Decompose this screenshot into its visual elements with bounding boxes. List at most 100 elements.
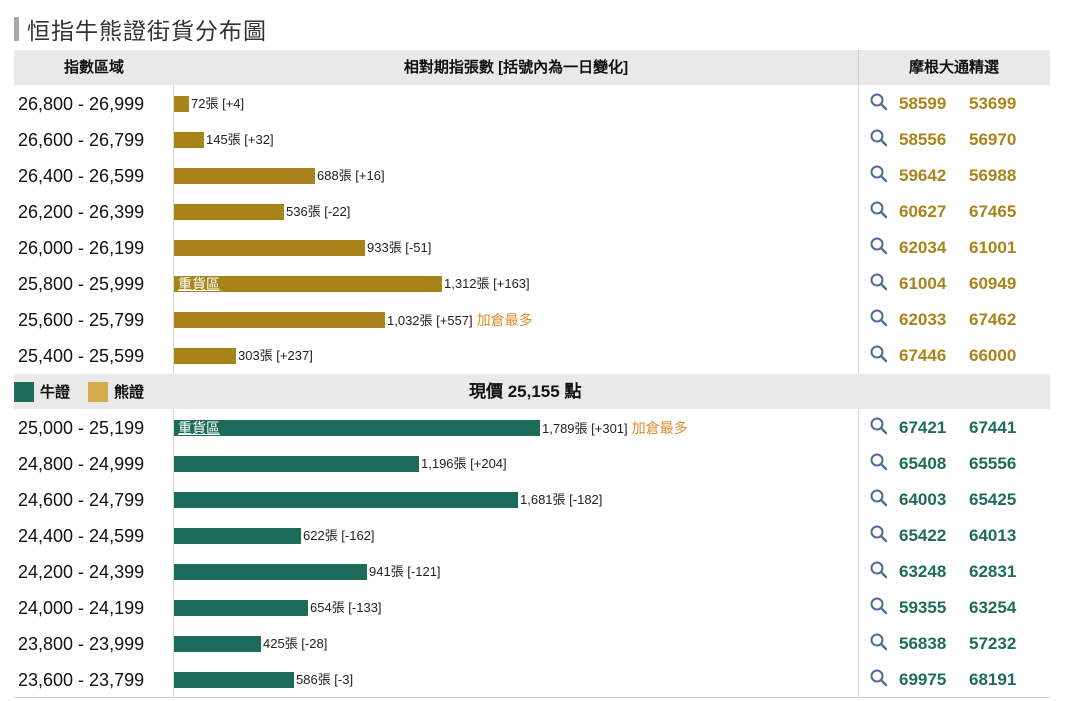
warrant-code-link[interactable]: 62034 [899, 238, 947, 257]
bar-value-text: 654張 [-133] [310, 600, 382, 615]
bull-bar [174, 492, 518, 508]
title-accent-mark [14, 17, 19, 41]
search-icon[interactable] [869, 560, 889, 580]
warrant-code-link[interactable]: 59355 [899, 598, 947, 617]
search-icon[interactable] [869, 596, 889, 616]
bar-value-text: 586張 [-3] [296, 672, 354, 687]
index-range: 25,000 - 25,199 [18, 418, 145, 438]
bar-value-text: 145張 [+32] [206, 132, 274, 147]
warrant-code-link[interactable]: 64003 [899, 490, 947, 509]
chart-title: 恒指牛熊證街貨分布圖 [27, 18, 267, 44]
warrant-code-link[interactable]: 67421 [899, 418, 947, 437]
bar-value-text: 1,196張 [+204] [421, 456, 507, 471]
bar-value-label: 1,789張 [+301] 加倉最多 [542, 410, 688, 447]
warrant-code-link[interactable]: 67465 [969, 202, 1017, 221]
bar-value-text: 536張 [-22] [286, 204, 351, 219]
legend-bear-label: 熊證 [114, 384, 145, 401]
bar-value-text: 1,681張 [-182] [520, 492, 603, 507]
warrant-code-link[interactable]: 56988 [969, 166, 1017, 185]
search-icon[interactable] [869, 344, 889, 364]
warrant-code-link[interactable]: 67462 [969, 310, 1017, 329]
legend-bull-swatch [14, 381, 34, 402]
search-icon[interactable] [869, 452, 889, 472]
search-icon[interactable] [869, 632, 889, 652]
bar-value-text: 933張 [-51] [367, 240, 432, 255]
index-range: 24,400 - 24,599 [18, 526, 145, 546]
search-icon[interactable] [869, 488, 889, 508]
table-row: 26,600 - 26,799 145張 [+32] 58556 56970 [14, 122, 1050, 158]
bar-value-text: 1,032張 [+557] [387, 313, 473, 328]
index-range: 26,000 - 26,199 [18, 238, 145, 258]
warrant-code-link[interactable]: 62831 [969, 562, 1017, 581]
heavy-zone-label: 重貨區 [178, 276, 220, 292]
bull-bar [174, 600, 308, 616]
picks-divider-top [858, 85, 859, 374]
bull-bar [174, 528, 301, 544]
most-added-label: 加倉最多 [476, 312, 533, 328]
search-icon[interactable] [869, 128, 889, 148]
warrant-code-link[interactable]: 56838 [899, 634, 947, 653]
table-row: 24,600 - 24,799 1,681張 [-182] 64003 65425 [14, 482, 1050, 518]
warrant-code-link[interactable]: 60627 [899, 202, 947, 221]
search-icon[interactable] [869, 164, 889, 184]
bull-bar [174, 564, 367, 580]
search-icon[interactable] [869, 416, 889, 436]
table-header: 指數區域 相對期指張數 [括號內為一日變化] 摩根大通精選 [14, 50, 1050, 85]
header-divider [858, 50, 859, 85]
legend-bear-swatch [88, 381, 108, 402]
index-range: 25,400 - 25,599 [18, 346, 145, 366]
bear-bar [174, 312, 385, 328]
bull-bar: 重貨區 [174, 420, 540, 436]
warrant-code-link[interactable]: 67441 [969, 418, 1017, 437]
table-row: 25,800 - 25,999 重貨區 1,312張 [+163] 61004 6094… [14, 266, 1050, 302]
table-row: 23,800 - 23,999 425張 [-28] 56838 57232 [14, 626, 1050, 662]
warrant-code-link[interactable]: 63248 [899, 562, 947, 581]
warrant-code-link[interactable]: 67446 [899, 346, 947, 365]
warrant-code-link[interactable]: 60949 [969, 274, 1017, 293]
search-icon[interactable] [869, 308, 889, 328]
bar-value-label: 72張 [+4] [191, 86, 244, 122]
bar-value-label: 145張 [+32] [206, 122, 274, 158]
warrant-code-link[interactable]: 59642 [899, 166, 947, 185]
index-range: 26,200 - 26,399 [18, 202, 145, 222]
heavy-zone-label: 重貨區 [178, 420, 220, 436]
bar-value-label: 688張 [+16] [317, 158, 385, 194]
search-icon[interactable] [869, 524, 889, 544]
bar-value-label: 933張 [-51] [367, 230, 431, 266]
warrant-code-link[interactable]: 61001 [969, 238, 1017, 257]
warrant-code-link[interactable]: 58599 [899, 94, 947, 113]
warrant-code-link[interactable]: 57232 [969, 634, 1017, 653]
warrant-code-link[interactable]: 58556 [899, 130, 947, 149]
index-range: 25,800 - 25,999 [18, 274, 145, 294]
bear-bar [174, 132, 204, 148]
table-row: 25,000 - 25,199 重貨區 1,789張 [+301] 加倉最多 67421… [14, 410, 1050, 446]
warrant-code-link[interactable]: 65425 [969, 490, 1017, 509]
warrant-code-link[interactable]: 62033 [899, 310, 947, 329]
warrant-code-link[interactable]: 53699 [969, 94, 1017, 113]
search-icon[interactable] [869, 92, 889, 112]
search-icon[interactable] [869, 236, 889, 256]
bear-bar [174, 96, 189, 112]
warrant-code-link[interactable]: 56970 [969, 130, 1017, 149]
picks-divider-bottom [858, 409, 859, 697]
table-row: 26,800 - 26,999 72張 [+4] 58599 53699 [14, 86, 1050, 122]
warrant-code-link[interactable]: 65422 [899, 526, 947, 545]
table-row: 24,400 - 24,599 622張 [-162] 65422 64013 [14, 518, 1050, 554]
table-row: 24,800 - 24,999 1,196張 [+204] 65408 65556 [14, 446, 1050, 482]
warrant-code-link[interactable]: 65408 [899, 454, 947, 473]
warrant-code-link[interactable]: 61004 [899, 274, 947, 293]
warrant-code-link[interactable]: 69975 [899, 670, 947, 689]
warrant-code-link[interactable]: 68191 [969, 670, 1017, 689]
search-icon[interactable] [869, 200, 889, 220]
current-price: 現價 25,155 點 [469, 382, 582, 401]
warrant-code-link[interactable]: 65556 [969, 454, 1017, 473]
bar-value-label: 622張 [-162] [303, 518, 375, 554]
bar-value-text: 303張 [+237] [238, 348, 313, 363]
warrant-code-link[interactable]: 64013 [969, 526, 1017, 545]
bar-value-label: 654張 [-133] [310, 590, 382, 626]
table-row: 24,200 - 24,399 941張 [-121] 63248 62831 [14, 554, 1050, 590]
search-icon[interactable] [869, 668, 889, 688]
warrant-code-link[interactable]: 66000 [969, 346, 1017, 365]
warrant-code-link[interactable]: 63254 [969, 598, 1017, 617]
search-icon[interactable] [869, 272, 889, 292]
